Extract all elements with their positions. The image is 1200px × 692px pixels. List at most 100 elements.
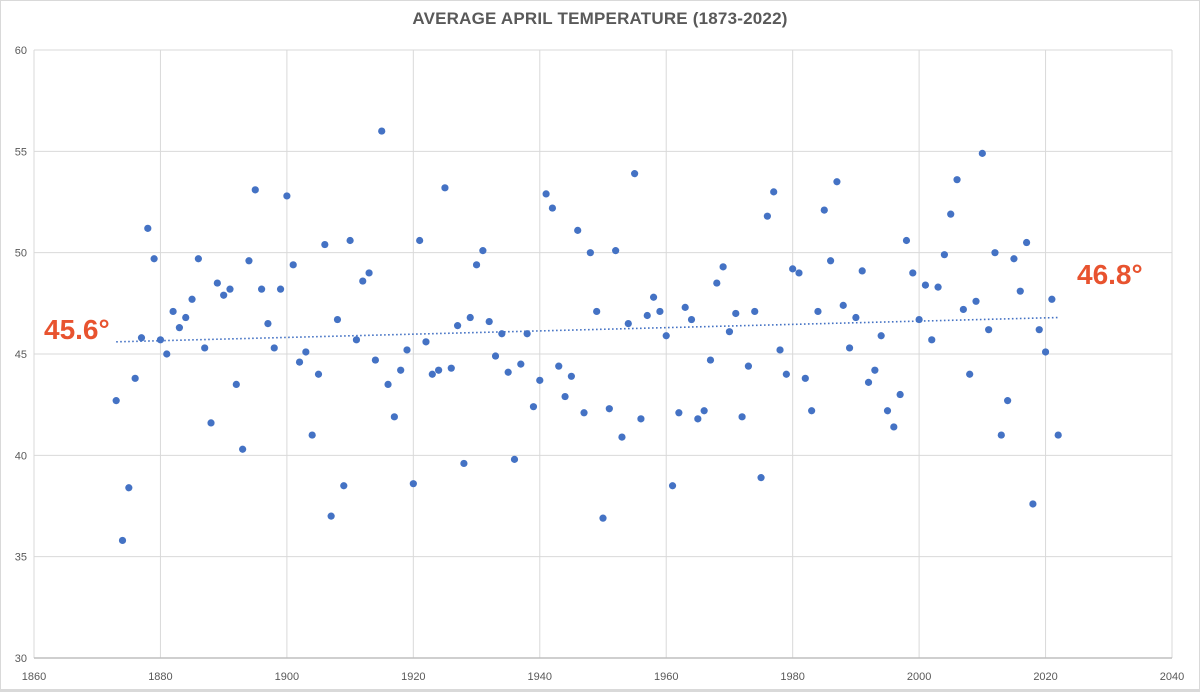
data-point [966, 370, 974, 378]
data-point [498, 330, 506, 338]
data-point [852, 313, 860, 322]
data-point [567, 372, 575, 380]
data-point [732, 309, 740, 318]
x-tick-label: 2040 [1160, 671, 1184, 683]
data-point [643, 311, 651, 320]
data-point [776, 346, 784, 354]
data-point [472, 261, 481, 269]
data-point [561, 392, 569, 401]
data-point [985, 326, 993, 334]
data-point [631, 170, 639, 178]
data-point [264, 320, 272, 328]
data-point [529, 403, 538, 411]
data-point [997, 431, 1005, 439]
data-point [346, 236, 354, 245]
data-point [1048, 295, 1056, 303]
data-point [978, 149, 986, 157]
data-point [1041, 348, 1050, 356]
data-point [725, 328, 734, 336]
data-point [896, 390, 904, 399]
data-point [820, 206, 828, 214]
data-point [801, 374, 809, 382]
data-point [1010, 255, 1018, 263]
data-point [245, 257, 253, 265]
data-point [921, 281, 930, 289]
data-point [845, 344, 854, 352]
data-point [207, 419, 215, 427]
data-point [789, 265, 797, 273]
data-point [795, 269, 803, 277]
x-tick-label: 1900 [275, 671, 299, 683]
data-point [706, 356, 715, 364]
data-point [1016, 287, 1024, 295]
data-point [460, 459, 468, 468]
data-point [163, 350, 171, 358]
data-point [466, 313, 474, 322]
y-tick-label: 40 [15, 450, 27, 462]
data-point [314, 370, 323, 378]
data-point [441, 184, 449, 192]
data-point [308, 431, 316, 439]
data-point [928, 336, 936, 344]
x-tick-label: 1880 [148, 671, 172, 683]
data-point [687, 315, 696, 324]
data-point [276, 285, 285, 293]
data-point [1022, 238, 1031, 247]
data-point [1004, 397, 1012, 405]
data-point [915, 315, 923, 324]
data-point [1054, 431, 1062, 439]
data-point [953, 176, 961, 184]
data-point [365, 269, 373, 277]
y-tick-label: 45 [15, 349, 27, 361]
data-point [770, 188, 778, 196]
data-point [580, 409, 588, 417]
data-point [991, 249, 999, 257]
data-point [934, 283, 942, 291]
data-point [586, 249, 594, 257]
data-point [864, 378, 873, 386]
data-point [890, 423, 898, 431]
data-point [359, 277, 367, 285]
y-tick-label: 60 [15, 45, 27, 57]
data-point [447, 364, 455, 372]
data-point [757, 474, 765, 482]
data-point [959, 305, 967, 314]
x-tick-label: 1860 [22, 671, 46, 683]
x-tick-label: 1940 [528, 671, 552, 683]
data-point [175, 324, 184, 332]
data-point [232, 380, 240, 388]
data-point [333, 315, 342, 324]
data-point [390, 413, 398, 421]
data-point [321, 240, 329, 249]
data-point [352, 336, 361, 344]
data-point [694, 415, 702, 423]
data-point [656, 307, 664, 316]
data-point [814, 307, 822, 316]
data-point [536, 376, 544, 384]
data-points [112, 127, 1062, 545]
trendline [116, 316, 1059, 343]
start-value-annotation: 45.6° [44, 314, 110, 345]
data-point [239, 445, 247, 453]
data-point [409, 480, 417, 488]
x-tick-label: 1920 [401, 671, 425, 683]
data-point [283, 192, 291, 200]
data-point [226, 285, 234, 293]
data-point [220, 291, 228, 299]
data-point [302, 348, 310, 356]
data-point [295, 358, 304, 366]
data-point [713, 279, 721, 287]
data-point [662, 332, 670, 340]
data-point [523, 330, 531, 338]
data-point [548, 204, 557, 212]
data-point [251, 186, 259, 194]
data-point [827, 257, 835, 265]
data-point [883, 407, 892, 415]
data-point [738, 413, 746, 421]
data-point [940, 251, 949, 259]
data-point [258, 285, 266, 293]
data-point [599, 514, 607, 522]
data-point [1029, 500, 1037, 508]
x-tick-label: 2020 [1033, 671, 1057, 683]
data-point [871, 366, 879, 374]
